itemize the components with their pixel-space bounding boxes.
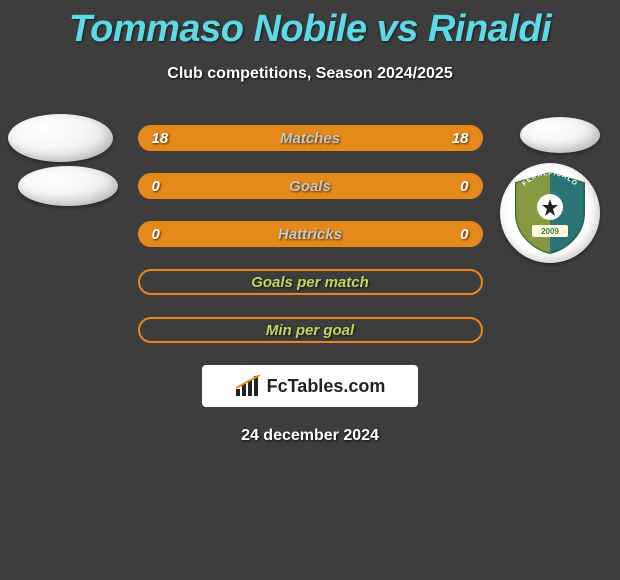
ellipse-icon xyxy=(8,114,113,162)
stat-right-value: 0 xyxy=(460,178,468,195)
team-left-badge xyxy=(8,114,113,162)
stat-bar-min-per-goal: Min per goal xyxy=(138,317,483,343)
stat-left-value: 0 xyxy=(152,178,160,195)
stat-row: 0 Hattricks 0 xyxy=(0,221,620,247)
crest-icon: 2009 FERALPISALO xyxy=(500,163,600,263)
bar-chart-icon xyxy=(235,375,261,397)
stat-label: Goals xyxy=(289,178,331,195)
stat-label: Min per goal xyxy=(266,322,354,339)
stat-label: Goals per match xyxy=(251,274,369,291)
stat-left-value: 18 xyxy=(152,130,169,147)
comparison-subtitle: Club competitions, Season 2024/2025 xyxy=(0,65,620,83)
comparison-title: Tommaso Nobile vs Rinaldi xyxy=(0,0,620,51)
stat-label: Hattricks xyxy=(278,226,342,243)
stat-bar-goals-per-match: Goals per match xyxy=(138,269,483,295)
stat-right-value: 18 xyxy=(452,130,469,147)
stat-row: 0 Goals 0 2009 FERALPISALO xyxy=(0,173,620,199)
team-left-badge xyxy=(18,166,118,206)
ellipse-icon xyxy=(18,166,118,206)
ellipse-icon xyxy=(520,117,600,153)
stat-bar-hattricks: 0 Hattricks 0 xyxy=(138,221,483,247)
brand-badge: FcTables.com xyxy=(202,365,418,407)
stats-container: 18 Matches 18 0 Goals 0 xyxy=(0,125,620,343)
team-right-badge-placeholder xyxy=(520,117,600,153)
stat-row: Goals per match xyxy=(0,269,620,295)
comparison-date: 24 december 2024 xyxy=(0,427,620,445)
stat-bar-goals: 0 Goals 0 xyxy=(138,173,483,199)
stat-left-value: 0 xyxy=(152,226,160,243)
stat-right-value: 0 xyxy=(460,226,468,243)
stat-row: 18 Matches 18 xyxy=(0,125,620,151)
brand-text: FcTables.com xyxy=(267,376,386,397)
stat-bar-matches: 18 Matches 18 xyxy=(138,125,483,151)
team-right-crest: 2009 FERALPISALO xyxy=(500,163,600,263)
stat-row: Min per goal xyxy=(0,317,620,343)
stat-label: Matches xyxy=(280,130,340,147)
